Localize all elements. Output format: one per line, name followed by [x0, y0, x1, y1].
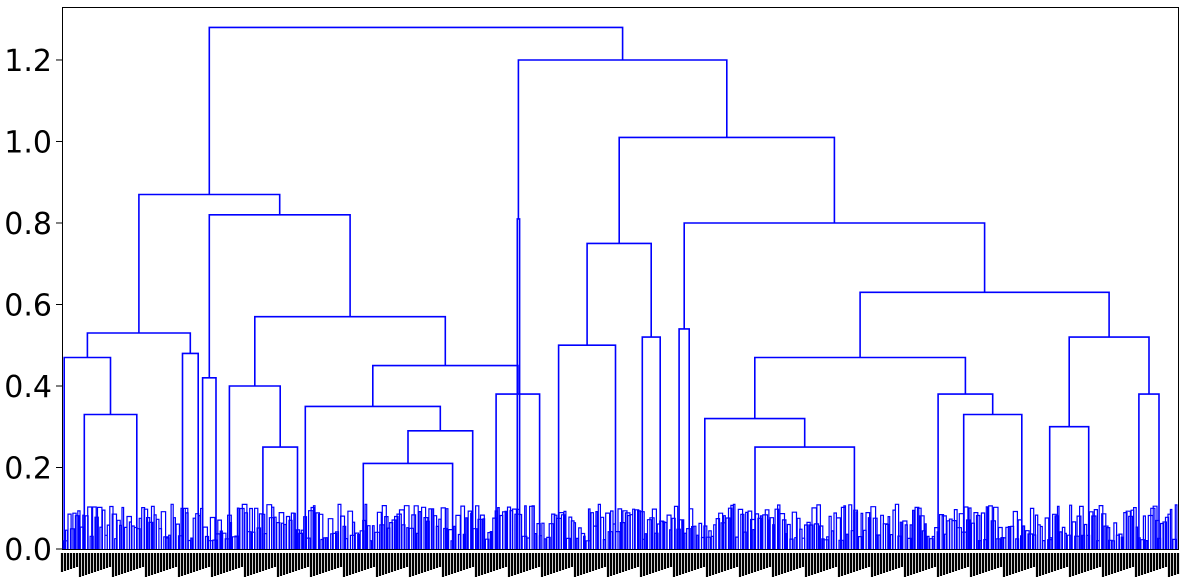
merge-link-H — [83, 413, 138, 549]
y-tick-label: 1.0 — [4, 125, 52, 160]
merge-link-AF — [1048, 425, 1090, 549]
merge-link-S — [618, 136, 836, 244]
merge-link-B — [138, 193, 281, 333]
y-tick-label: 0.8 — [4, 207, 52, 242]
merge-link-X — [678, 328, 690, 549]
merge-link-Y — [859, 291, 1110, 358]
merge-link-Q — [362, 462, 454, 549]
merge-link-R — [516, 218, 521, 549]
merge-link-E — [208, 214, 351, 378]
merge-link-AA — [1068, 336, 1150, 427]
merge-link-K — [228, 385, 281, 549]
merge-link-M — [262, 446, 299, 549]
merge-link-V — [557, 344, 617, 549]
merge-link-D — [86, 332, 192, 358]
merge-link-AB — [704, 417, 806, 549]
y-tick-label: 0.0 — [4, 533, 52, 568]
y-tick-label: 0.6 — [4, 288, 52, 323]
merge-link-AE — [962, 413, 1023, 549]
merge-link-A — [208, 26, 624, 195]
x-axis-leaf-labels — [60, 553, 1180, 577]
y-tick-label: 1.2 — [4, 44, 52, 79]
merge-link-T — [586, 242, 652, 346]
merge-link-AD — [754, 446, 856, 549]
merge-link-C — [517, 59, 728, 219]
merge-link-J — [254, 315, 447, 386]
y-axis: 0.0 0.2 0.4 0.6 0.8 1.0 1.2 — [4, 44, 62, 568]
merge-link-AC — [937, 393, 994, 549]
merge-link-Z — [754, 356, 967, 419]
merge-link-N — [304, 405, 442, 549]
merge-link-G — [181, 352, 199, 549]
merge-link-AG — [1138, 393, 1160, 549]
dendrogram-links — [63, 26, 1160, 549]
y-tick-label: 0.4 — [4, 370, 52, 405]
plot-frame — [62, 7, 1179, 550]
y-tick-label: 0.2 — [4, 451, 52, 486]
merge-link-W — [641, 336, 661, 549]
merge-link-I — [201, 377, 217, 549]
leaf-tick-labels — [60, 553, 1180, 577]
merge-link-F — [63, 356, 112, 549]
merge-link-U — [683, 222, 986, 329]
merge-link-P — [407, 430, 474, 549]
